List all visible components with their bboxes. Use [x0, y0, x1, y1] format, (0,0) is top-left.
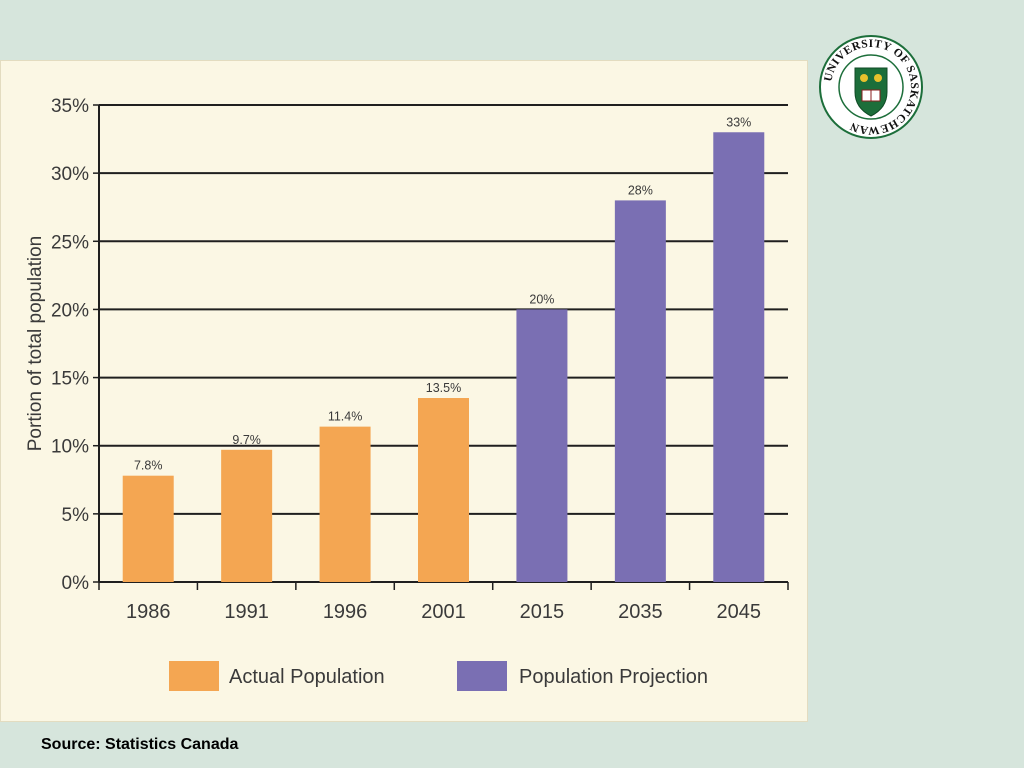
x-tick-label: 2001	[421, 601, 466, 623]
bar	[319, 426, 371, 582]
x-tick-label: 2035	[618, 601, 663, 623]
bar-value-label: 13.5%	[426, 381, 461, 395]
y-tick-label: 5%	[62, 505, 90, 526]
bar-value-label: 28%	[628, 183, 653, 197]
bar-value-label: 9.7%	[232, 433, 261, 447]
bar	[713, 132, 765, 582]
bar-chart: 0% 5% 10% 15% 20% 25% 30% 35% 7.8% 1986 9.7% 1991 11…	[25, 96, 789, 691]
y-tick-label: 20%	[51, 300, 89, 321]
bar	[516, 309, 568, 582]
x-tick-label: 2015	[520, 601, 565, 623]
bar-value-label: 20%	[529, 292, 554, 306]
bar	[614, 200, 666, 582]
bar-value-label: 7.8%	[134, 459, 163, 473]
y-tick-label: 30%	[51, 164, 89, 185]
y-tick-label: 0%	[62, 573, 90, 594]
source-note: Source: Statistics Canada	[41, 736, 239, 753]
y-tick-label: 35%	[51, 96, 89, 117]
legend-label: Actual Population	[229, 666, 385, 688]
legend-swatch	[169, 661, 219, 691]
y-tick-label: 10%	[51, 437, 89, 458]
chart-panel: 0% 5% 10% 15% 20% 25% 30% 35% 7.8% 1986 9.7% 1991 11…	[0, 60, 808, 722]
x-tick-label: 1986	[126, 601, 171, 623]
bar	[418, 398, 469, 582]
bar	[122, 475, 174, 582]
x-tick-label: 2045	[717, 601, 762, 623]
x-tick-label: 1991	[224, 601, 269, 623]
university-logo: UNIVERSITY OF SASKATCHEWAN	[819, 35, 923, 139]
x-tick-label: 1996	[323, 601, 368, 623]
legend-label: Population Projection	[519, 666, 708, 688]
legend-swatch	[457, 661, 507, 691]
y-axis-title: Portion of total population	[25, 236, 46, 452]
bar-value-label: 33%	[726, 115, 751, 129]
y-tick-label: 15%	[51, 369, 89, 390]
bar	[221, 449, 273, 582]
y-tick-label: 25%	[51, 232, 89, 253]
bar-value-label: 11.4%	[328, 410, 363, 424]
